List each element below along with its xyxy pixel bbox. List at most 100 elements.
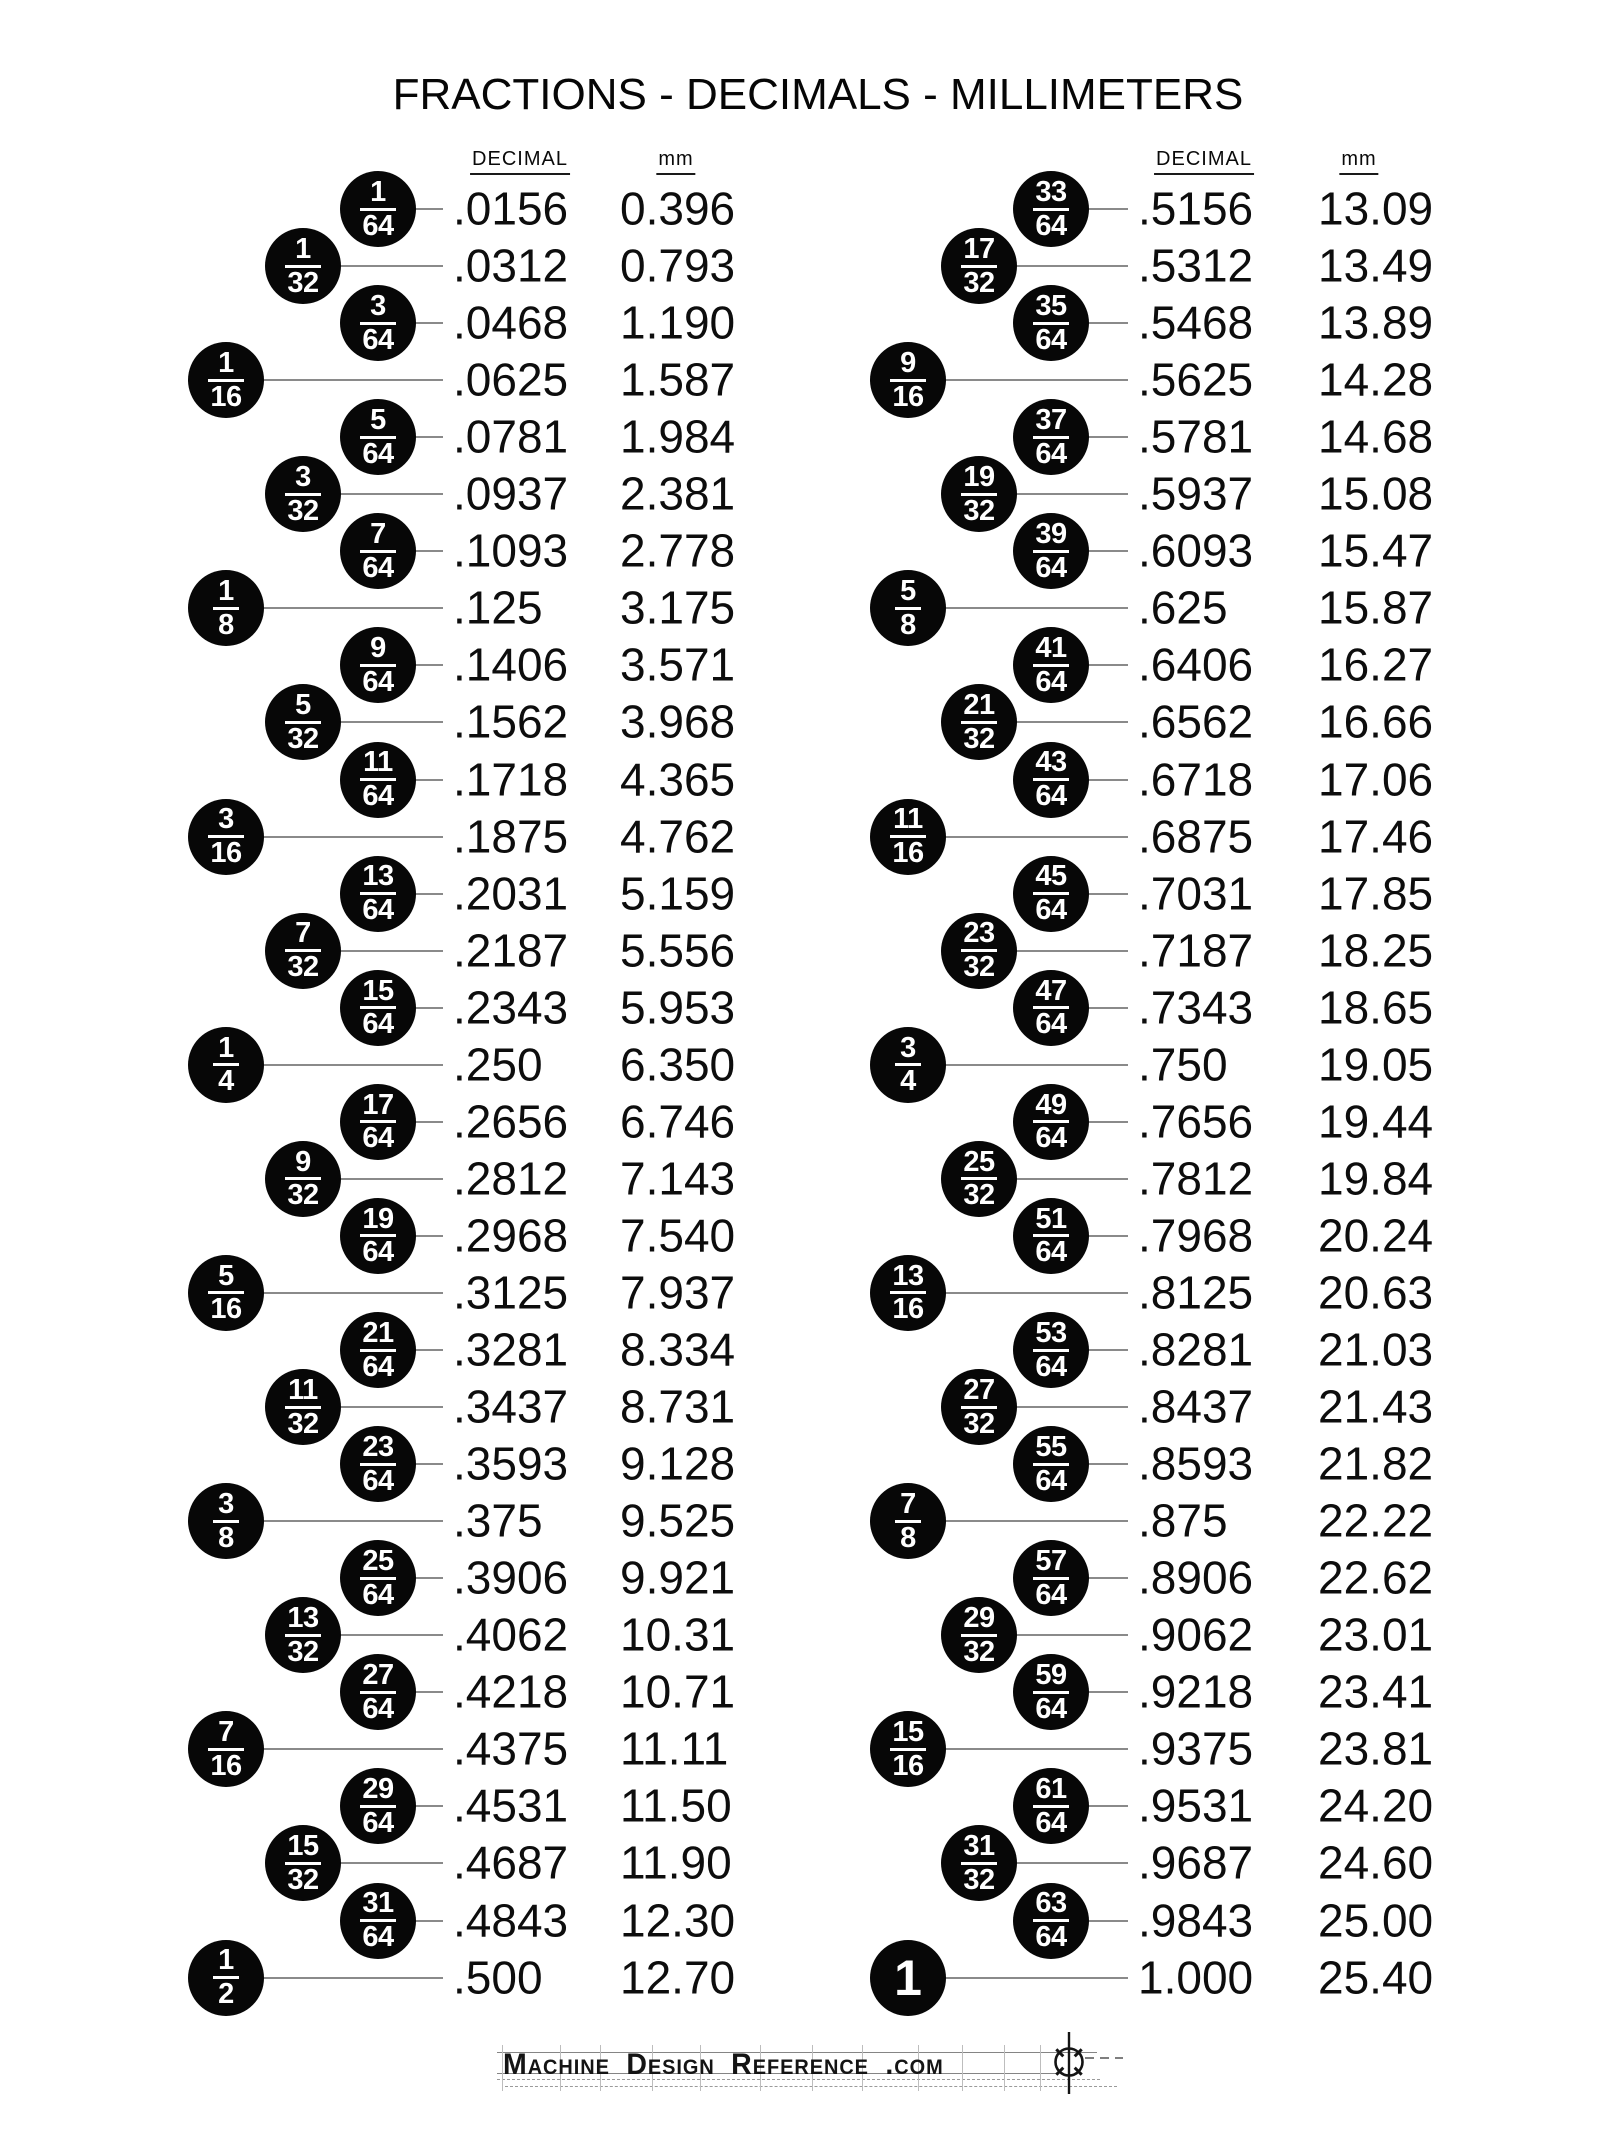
leader-line <box>226 379 443 382</box>
fraction-bar <box>360 1006 396 1010</box>
fraction-numerator: 9 <box>900 346 916 379</box>
mm-value: 15.08 <box>1318 467 1434 520</box>
fraction-circle: 9 16 <box>870 342 946 419</box>
fraction-bar <box>213 606 239 610</box>
fraction-denominator: 8 <box>900 608 916 641</box>
footer-guide-line-dashed-2 <box>505 2086 1117 2087</box>
fraction-numerator: 7 <box>900 1487 916 1520</box>
fraction-numerator: 37 <box>1035 404 1067 437</box>
fraction-denominator: 64 <box>1035 1350 1067 1383</box>
fraction-circle: 49 64 <box>1013 1083 1089 1160</box>
mm-value: 3.571 <box>620 638 736 691</box>
fraction-circle: 1 <box>870 1939 946 2016</box>
fraction-circle: 3 16 <box>188 798 264 875</box>
decimal-value: .9062 <box>1138 1608 1254 1661</box>
fraction-denominator: 64 <box>362 1008 394 1041</box>
fraction-bar <box>890 835 926 839</box>
footer-guide-line-top <box>497 2052 1097 2053</box>
fraction-denominator: 64 <box>1035 1008 1067 1041</box>
fraction-denominator: 16 <box>210 380 242 413</box>
fraction-bar <box>360 1576 396 1580</box>
fraction-denominator: 32 <box>963 1407 995 1440</box>
leader-line <box>1051 1120 1128 1123</box>
fraction-circle: 33 64 <box>1013 171 1089 247</box>
mm-value: 0.793 <box>620 239 736 292</box>
decimal-value: .8281 <box>1138 1323 1254 1376</box>
decimal-value: .2656 <box>453 1095 569 1148</box>
fraction-numerator: 11 <box>288 1373 318 1406</box>
fraction-bar <box>208 378 244 382</box>
fraction-circle: 51 64 <box>1013 1197 1089 1274</box>
leader-line <box>226 1748 443 1751</box>
fraction-numerator: 31 <box>362 1887 394 1920</box>
fraction-numerator: 33 <box>1035 175 1067 208</box>
leader-line <box>1051 1691 1128 1694</box>
leader-line <box>979 721 1128 724</box>
fraction-circle: 1 16 <box>188 342 264 419</box>
fraction-numerator: 7 <box>218 1716 234 1749</box>
fraction-circle: 61 64 <box>1013 1768 1089 1845</box>
mm-value: 20.63 <box>1318 1266 1434 1319</box>
fraction-bar <box>208 1291 244 1295</box>
fraction-numerator: 21 <box>963 689 995 722</box>
mm-value: 11.11 <box>620 1722 729 1775</box>
fraction-circle: 41 64 <box>1013 627 1089 704</box>
fraction-numerator: 3 <box>218 1487 234 1520</box>
fraction-denominator: 8 <box>900 1521 916 1554</box>
fraction-bar <box>360 1120 396 1124</box>
mm-value: 13.09 <box>1318 182 1434 235</box>
fraction-numerator: 47 <box>1035 974 1067 1007</box>
footer-guide-tick <box>760 2045 761 2091</box>
leader-line <box>303 949 443 952</box>
leader-line <box>226 835 443 838</box>
mm-value: 25.40 <box>1318 1951 1434 2004</box>
fraction-numerator: 7 <box>370 518 386 551</box>
fraction-denominator: 64 <box>362 665 394 698</box>
leader-line <box>303 1634 443 1637</box>
leader-line <box>1051 664 1128 667</box>
mm-value: 6.746 <box>620 1095 736 1148</box>
decimal-value: .2343 <box>453 981 569 1034</box>
fraction-circle: 27 64 <box>340 1654 416 1731</box>
fraction-circle: 29 64 <box>340 1768 416 1845</box>
fraction-circle: 3 64 <box>340 285 416 362</box>
fraction-numerator: 39 <box>1035 518 1067 551</box>
decimal-value: .375 <box>453 1494 543 1547</box>
mm-value: 20.24 <box>1318 1209 1434 1262</box>
mm-value: 2.778 <box>620 524 736 577</box>
fraction-denominator: 32 <box>963 1863 995 1896</box>
mm-value: 8.334 <box>620 1323 736 1376</box>
fraction-bar <box>360 1234 396 1238</box>
mm-value: 8.731 <box>620 1380 736 1433</box>
fraction-denominator: 32 <box>963 1635 995 1668</box>
fraction-bar <box>1033 892 1069 896</box>
mm-value: 9.921 <box>620 1551 736 1604</box>
fraction-bar <box>208 1747 244 1751</box>
fraction-numerator: 5 <box>295 689 311 722</box>
fraction-denominator: 4 <box>900 1065 916 1098</box>
leader-line <box>303 1406 443 1409</box>
leader-line <box>1051 1463 1128 1466</box>
fraction-bar <box>895 1519 921 1523</box>
decimal-value: .1718 <box>453 752 569 805</box>
fraction-bar <box>1033 1120 1069 1124</box>
fraction-numerator: 3 <box>218 803 234 836</box>
mm-value: 13.49 <box>1318 239 1434 292</box>
fraction-circle: 53 64 <box>1013 1312 1089 1388</box>
fraction-circle: 9 32 <box>265 1140 341 1217</box>
decimal-value: .250 <box>453 1038 543 1091</box>
fraction-bar <box>213 1063 239 1067</box>
mm-value: 23.41 <box>1318 1665 1434 1718</box>
fraction-denominator: 32 <box>963 951 995 984</box>
fraction-numerator: 1 <box>218 1944 234 1977</box>
decimal-value: .9687 <box>1138 1836 1254 1889</box>
mm-value: 1.984 <box>620 410 736 463</box>
leader-line <box>908 1520 1128 1523</box>
fraction-denominator: 32 <box>287 1407 319 1440</box>
leader-line <box>979 949 1128 952</box>
fraction-bar <box>360 321 396 325</box>
fraction-circle: 1 32 <box>265 228 341 305</box>
